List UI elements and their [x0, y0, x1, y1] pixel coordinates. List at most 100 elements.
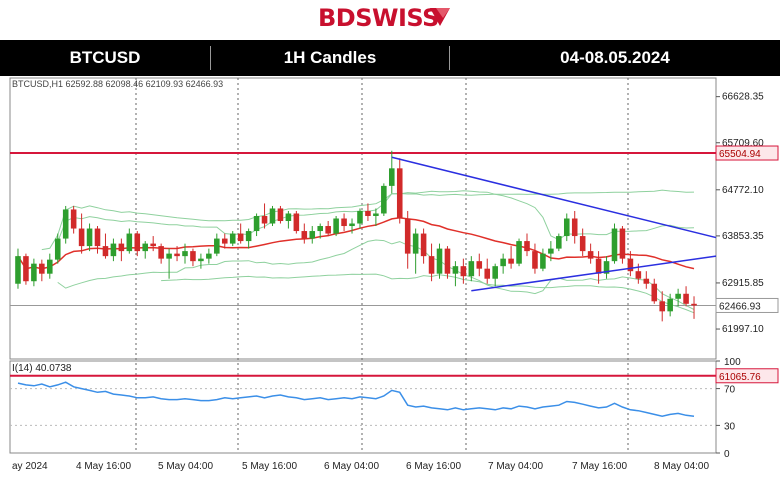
- indicator-level-label: 70: [724, 385, 736, 396]
- candle-body: [126, 233, 133, 252]
- candle-body: [221, 238, 228, 244]
- candle-body: [62, 209, 69, 239]
- candle-body: [301, 231, 308, 239]
- header-symbol: BTCUSD: [69, 48, 141, 67]
- brand-name: BDSWISS: [318, 4, 439, 32]
- chart-info-line: BTCUSD,H1 62592.88 62098.46 62109.93 624…: [12, 79, 223, 89]
- candle-body: [540, 253, 546, 269]
- candle-body: [452, 266, 459, 274]
- candle-body: [373, 213, 379, 216]
- candle-body: [357, 210, 363, 224]
- candle-body: [158, 246, 164, 259]
- candle-body: [651, 283, 658, 302]
- x-tick-label: 7 May 04:00: [488, 461, 543, 472]
- candle-body: [261, 215, 268, 224]
- candle-body: [349, 223, 355, 227]
- candle-body: [563, 218, 570, 237]
- candle-body: [198, 258, 204, 262]
- candle-body: [484, 268, 491, 279]
- candle-body: [667, 298, 673, 312]
- candle-body: [468, 261, 475, 277]
- x-tick-label: 4 May 16:00: [76, 461, 131, 472]
- level-tag: [715, 145, 779, 161]
- candle-body: [579, 236, 586, 252]
- indicator-level-label: 0: [724, 449, 730, 460]
- candle-body: [635, 271, 642, 279]
- candle-body: [389, 168, 395, 186]
- current-price-tag: [715, 297, 779, 313]
- candle-body: [420, 233, 427, 257]
- candle-body: [47, 259, 53, 274]
- candle-body: [269, 208, 276, 224]
- x-tick-label: ay 2024: [12, 461, 48, 472]
- candle-body: [277, 208, 284, 222]
- candle-body: [571, 218, 578, 237]
- candle-body: [134, 233, 141, 252]
- header-bar: BTCUSD 1H Candles 04-08.05.2024: [0, 40, 780, 76]
- current-price-label: 62466.93: [719, 301, 761, 312]
- candle-body: [404, 218, 411, 254]
- bollinger-inner-lower-line: [57, 239, 695, 310]
- x-tick-label: 5 May 16:00: [242, 461, 297, 472]
- candle-body: [54, 238, 61, 260]
- candle-body: [548, 248, 554, 254]
- candle-body: [174, 253, 180, 257]
- candle-body: [182, 251, 188, 257]
- candle-body: [341, 218, 347, 227]
- candle-body: [285, 213, 292, 222]
- x-tick-label: 6 May 16:00: [406, 461, 461, 472]
- candle-body: [619, 228, 626, 259]
- candle-body: [15, 256, 21, 284]
- candle-body: [78, 228, 85, 247]
- candle-body: [627, 258, 634, 272]
- candle-body: [556, 236, 562, 249]
- candle-body: [428, 256, 435, 274]
- candle-body: [317, 226, 323, 232]
- y-tick-label: 63853.35: [722, 231, 764, 242]
- candle-body: [611, 228, 618, 262]
- candle-body: [206, 253, 212, 259]
- candle-body: [524, 241, 530, 252]
- candle-body: [587, 251, 594, 259]
- candle-body: [31, 263, 37, 282]
- candle-body: [365, 210, 371, 216]
- candle-body: [229, 233, 236, 244]
- candle-body: [460, 266, 467, 277]
- candle-body: [659, 301, 665, 312]
- candle-body: [245, 231, 252, 242]
- candle-body: [603, 261, 610, 274]
- candle-body: [492, 266, 498, 279]
- indicator-label: I(14) 40.0738: [12, 363, 72, 374]
- candle-body: [214, 238, 220, 254]
- candle-body: [476, 261, 483, 269]
- header-divider: [449, 46, 450, 70]
- candle-body: [333, 218, 339, 234]
- candle-body: [110, 243, 117, 257]
- x-tick-label: 7 May 16:00: [572, 461, 627, 472]
- candle-body: [532, 251, 538, 269]
- candle-body: [325, 226, 331, 234]
- y-tick-label: 61997.10: [722, 324, 764, 335]
- candle-body: [412, 233, 419, 254]
- level-tag: [715, 368, 779, 384]
- x-tick-label: 6 May 04:00: [324, 461, 379, 472]
- candle-body: [595, 258, 602, 274]
- y-tick-label: 66628.35: [722, 92, 764, 103]
- header-dates: 04-08.05.2024: [560, 48, 670, 67]
- candle-body: [70, 209, 77, 229]
- x-tick-label: 5 May 04:00: [158, 461, 213, 472]
- brand-arrow-icon: [430, 8, 450, 26]
- price-pane-frame: [9, 77, 717, 360]
- header-timeframe: 1H Candles: [283, 48, 377, 67]
- trendline: [471, 255, 717, 292]
- candle-body: [500, 258, 506, 267]
- candle-body: [39, 263, 45, 274]
- candle-body: [86, 228, 93, 247]
- candle-body: [396, 168, 403, 219]
- y-tick-label: 62915.85: [722, 278, 764, 289]
- candle-body: [166, 253, 172, 259]
- indicator-line: [17, 381, 695, 417]
- candle-body: [309, 231, 316, 239]
- candle-body: [436, 248, 443, 274]
- price-chart: 66628.35 65709.60 64772.10 63853.35 62915.85…: [9, 77, 779, 472]
